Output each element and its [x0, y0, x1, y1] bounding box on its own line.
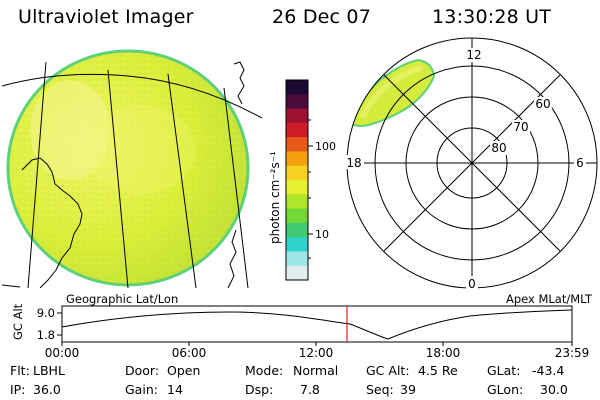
longitude-line [223, 87, 249, 288]
geographic-image [2, 49, 263, 288]
glon-value: 30.0 [540, 382, 568, 397]
date-label: 26 Dec 07 [272, 6, 371, 28]
mode-label: Mode: [245, 363, 284, 378]
gain-label: Gain: [125, 382, 158, 397]
alt-axis-label: GC Alt [11, 303, 25, 340]
app-title: Ultraviolet Imager [18, 6, 194, 28]
colorbar-tick-100: 100 [315, 140, 336, 153]
colorbar-swatch [286, 122, 308, 138]
colorbar-swatch [286, 108, 308, 124]
seq-value: 39 [400, 382, 416, 397]
flt-value: LBHL [33, 363, 65, 378]
polar-plot: 12 18 6 0 60 70 80 [344, 37, 598, 291]
mlt-label-0: 0 [468, 277, 476, 291]
dsp-label: Dsp: [245, 382, 274, 397]
ip-value: 36.0 [33, 382, 61, 397]
time-tick-1200: 12:00 [299, 346, 334, 360]
colorbar-swatch [286, 265, 308, 281]
mlt-label-12: 12 [466, 48, 481, 62]
time-label: 13:30:28 UT [432, 6, 552, 28]
colorbar-swatch [286, 137, 308, 152]
colorbar-swatch [286, 180, 308, 195]
glat-value: -43.4 [532, 363, 565, 378]
gc-alt-label: GC Alt: [366, 363, 410, 378]
latitude-line [2, 73, 263, 119]
colorbar-swatch [286, 151, 308, 167]
alt-tick-9: 9.0 [37, 306, 55, 320]
alt-tick-1-8: 1.8 [37, 328, 55, 342]
longitude-line [107, 69, 129, 288]
dsp-value: 7.8 [300, 382, 320, 397]
aurora-region [350, 58, 436, 127]
seq-label: Seq: [366, 382, 394, 397]
flt-label: Flt: [10, 363, 30, 378]
longitude-line [167, 73, 197, 288]
colorbar-swatch [286, 94, 308, 110]
geographic-caption: Geographic Lat/Lon [66, 292, 178, 306]
colorbar-swatch [286, 80, 308, 95]
altitude-strip: 9.0 1.8 GC Alt 00:00 06:00 12:00 18:00 2… [11, 303, 589, 360]
longitude-line [27, 61, 47, 288]
door-label: Door: [125, 363, 160, 378]
time-tick-2359: 23:59 [555, 346, 590, 360]
time-tick-0000: 00:00 [45, 346, 80, 360]
door-value: Open [167, 363, 201, 378]
altitude-plot-frame [61, 305, 573, 343]
colorbar-swatch [286, 222, 308, 238]
colorbar: 100 10 photon cm⁻²s⁻¹ [268, 79, 336, 281]
colorbar-swatch [286, 194, 308, 210]
apex-caption: Apex MLat/MLT [506, 292, 593, 306]
glat-label: GLat: [487, 363, 521, 378]
mlat-label-80: 80 [491, 141, 506, 155]
colorbar-tick-10: 10 [315, 228, 329, 241]
colorbar-swatch [286, 165, 308, 181]
colorbar-swatch [286, 237, 308, 252]
mlat-label-60: 60 [535, 97, 550, 111]
altitude-curve [61, 309, 573, 340]
mlt-label-18: 18 [346, 156, 361, 170]
mlat-label-70: 70 [513, 120, 528, 134]
colorbar-swatch [286, 208, 308, 224]
mode-value: Normal [293, 363, 339, 378]
ip-label: IP: [10, 382, 26, 397]
time-tick-1800: 18:00 [426, 346, 461, 360]
colorbar-swatch [286, 251, 308, 267]
colorbar-label: photon cm⁻²s⁻¹ [268, 151, 282, 244]
glon-label: GLon: [487, 382, 524, 397]
gain-value: 14 [167, 382, 183, 397]
gc-alt-value: 4.5 Re [418, 363, 458, 378]
mlt-label-6: 6 [576, 156, 584, 170]
coastline [21, 157, 83, 288]
time-tick-0600: 06:00 [172, 346, 207, 360]
